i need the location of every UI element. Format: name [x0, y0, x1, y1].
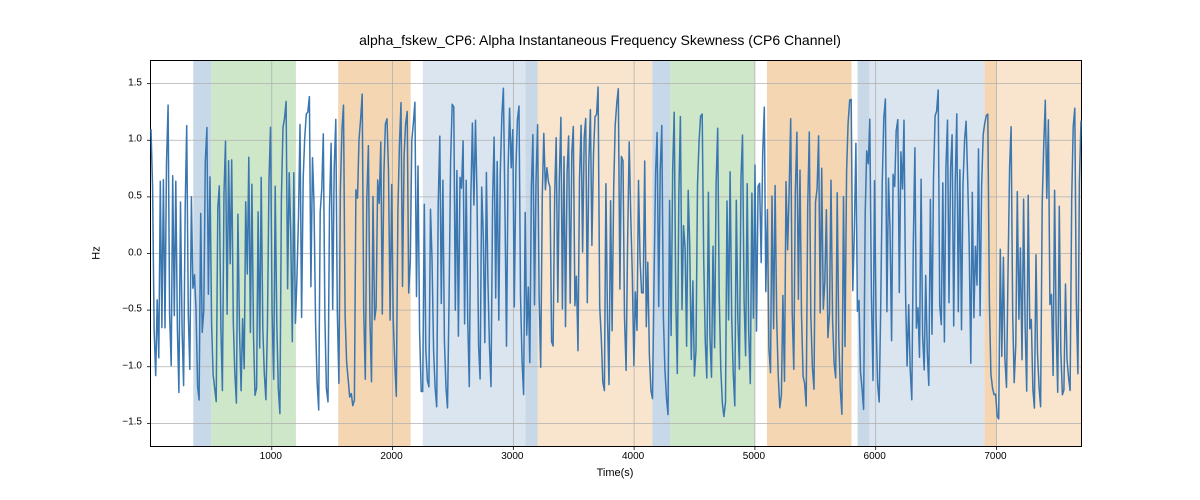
ytick-label: 1.0 — [128, 134, 142, 145]
xtick-label: 6000 — [864, 451, 886, 462]
figure: alpha_fskew_CP6: Alpha Instantaneous Fre… — [0, 0, 1200, 500]
xtick-label: 5000 — [743, 451, 765, 462]
ytick-label: −1.0 — [122, 360, 142, 371]
chart-title: alpha_fskew_CP6: Alpha Instantaneous Fre… — [0, 32, 1200, 48]
ytick-label: 0.0 — [128, 247, 142, 258]
plot-area — [150, 60, 1082, 447]
x-axis-label: Time(s) — [150, 467, 1080, 479]
ytick-label: −0.5 — [122, 304, 142, 315]
y-axis-label: Hz — [91, 246, 103, 259]
xtick-label: 1000 — [260, 451, 282, 462]
xtick-label: 3000 — [501, 451, 523, 462]
xtick-label: 4000 — [622, 451, 644, 462]
plot-svg — [151, 61, 1081, 446]
ytick-label: 1.5 — [128, 77, 142, 88]
xtick-label: 7000 — [984, 451, 1006, 462]
xtick-label: 2000 — [380, 451, 402, 462]
ytick-label: 0.5 — [128, 190, 142, 201]
ytick-label: −1.5 — [122, 417, 142, 428]
